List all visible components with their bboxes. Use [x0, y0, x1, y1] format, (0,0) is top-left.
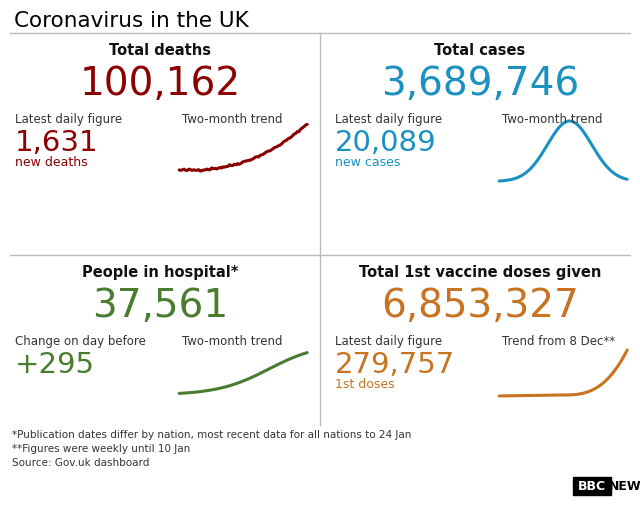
Text: Total 1st vaccine doses given: Total 1st vaccine doses given	[359, 265, 601, 280]
Text: +295: +295	[15, 351, 95, 379]
Text: Latest daily figure: Latest daily figure	[335, 113, 442, 126]
Text: Latest daily figure: Latest daily figure	[15, 113, 122, 126]
Text: 6,853,327: 6,853,327	[381, 287, 579, 325]
Text: Two-month trend: Two-month trend	[182, 113, 283, 126]
Text: 1,631: 1,631	[15, 129, 99, 157]
Text: 3,689,746: 3,689,746	[381, 65, 579, 103]
Text: Total cases: Total cases	[435, 43, 525, 58]
Text: Two-month trend: Two-month trend	[502, 113, 603, 126]
Text: People in hospital*: People in hospital*	[82, 265, 238, 280]
Text: new cases: new cases	[335, 156, 401, 169]
Text: Total deaths: Total deaths	[109, 43, 211, 58]
Text: new deaths: new deaths	[15, 156, 88, 169]
Text: Coronavirus in the UK: Coronavirus in the UK	[14, 11, 249, 31]
Text: 1st doses: 1st doses	[335, 378, 395, 391]
Text: Two-month trend: Two-month trend	[182, 335, 283, 348]
Text: Trend from 8 Dec**: Trend from 8 Dec**	[502, 335, 616, 348]
Text: 100,162: 100,162	[79, 65, 241, 103]
Text: 37,561: 37,561	[92, 287, 228, 325]
Text: 279,757: 279,757	[335, 351, 455, 379]
Bar	[573, 477, 611, 495]
Text: Latest daily figure: Latest daily figure	[335, 335, 442, 348]
Text: **Figures were weekly until 10 Jan: **Figures were weekly until 10 Jan	[12, 444, 190, 454]
Text: NEWS: NEWS	[609, 481, 640, 493]
Text: Change on day before: Change on day before	[15, 335, 146, 348]
Text: *Publication dates differ by nation, most recent data for all nations to 24 Jan: *Publication dates differ by nation, mos…	[12, 430, 412, 440]
Text: BBC: BBC	[578, 481, 606, 493]
Text: 20,089: 20,089	[335, 129, 436, 157]
Text: Source: Gov.uk dashboard: Source: Gov.uk dashboard	[12, 458, 149, 468]
